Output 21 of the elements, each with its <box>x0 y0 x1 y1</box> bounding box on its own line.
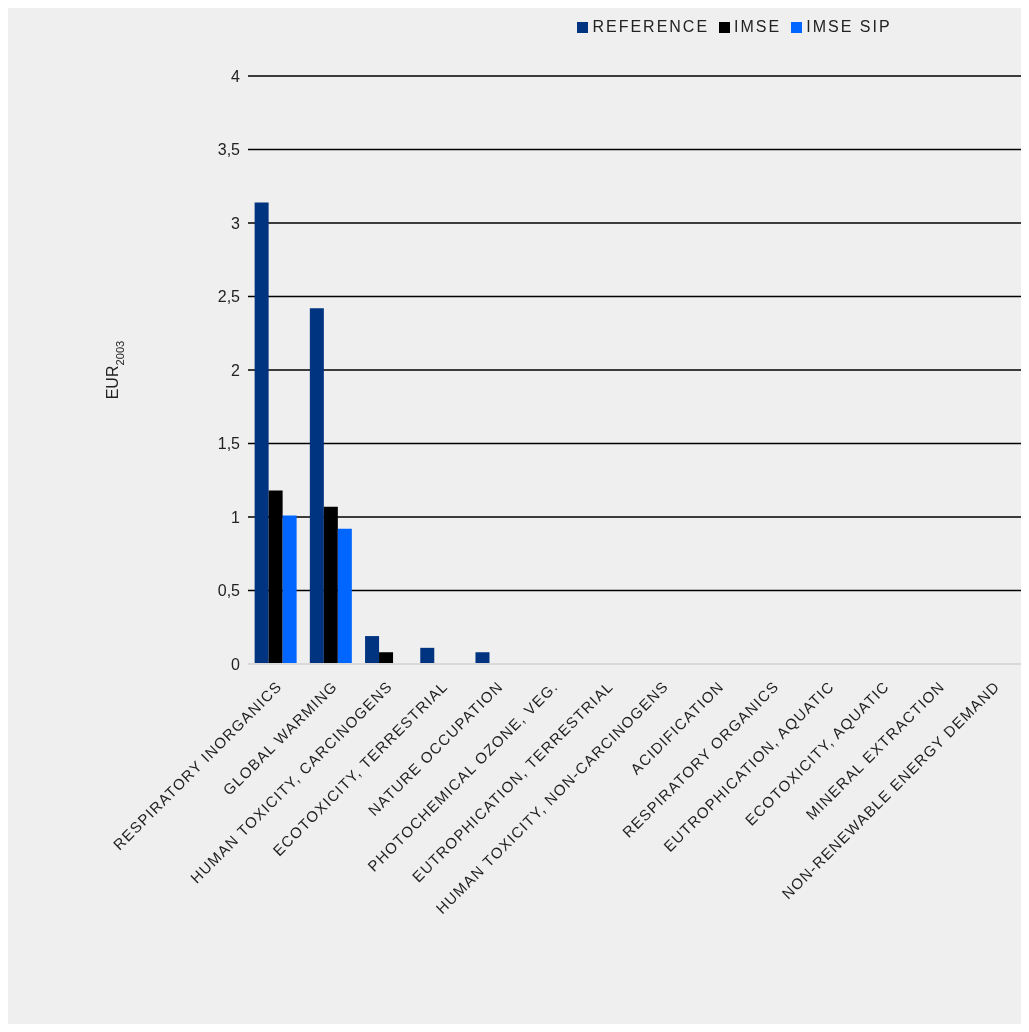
bar <box>420 647 435 664</box>
bar <box>337 528 352 664</box>
y-tick-label: 0,5 <box>217 582 241 600</box>
y-tick-label: 2,5 <box>217 288 241 306</box>
bar <box>379 652 394 664</box>
legend-label: IMSE <box>734 18 782 35</box>
y-tick-label: 0 <box>231 655 241 673</box>
y-tick-label: 4 <box>231 67 241 85</box>
bar <box>268 490 283 664</box>
y-tick-label: 3,5 <box>217 141 241 159</box>
bar <box>282 515 297 664</box>
bar <box>365 636 380 664</box>
bar <box>254 202 269 664</box>
bar <box>475 652 490 664</box>
y-tick-label: 1,5 <box>217 435 241 453</box>
y-tick-label: 2 <box>231 361 241 379</box>
legend-label: REFERENCE <box>592 18 710 35</box>
y-tick-label: 1 <box>231 508 241 526</box>
y-tick-label: 3 <box>231 214 241 232</box>
bar <box>309 308 324 664</box>
legend-label: IMSE SIP <box>806 18 892 35</box>
